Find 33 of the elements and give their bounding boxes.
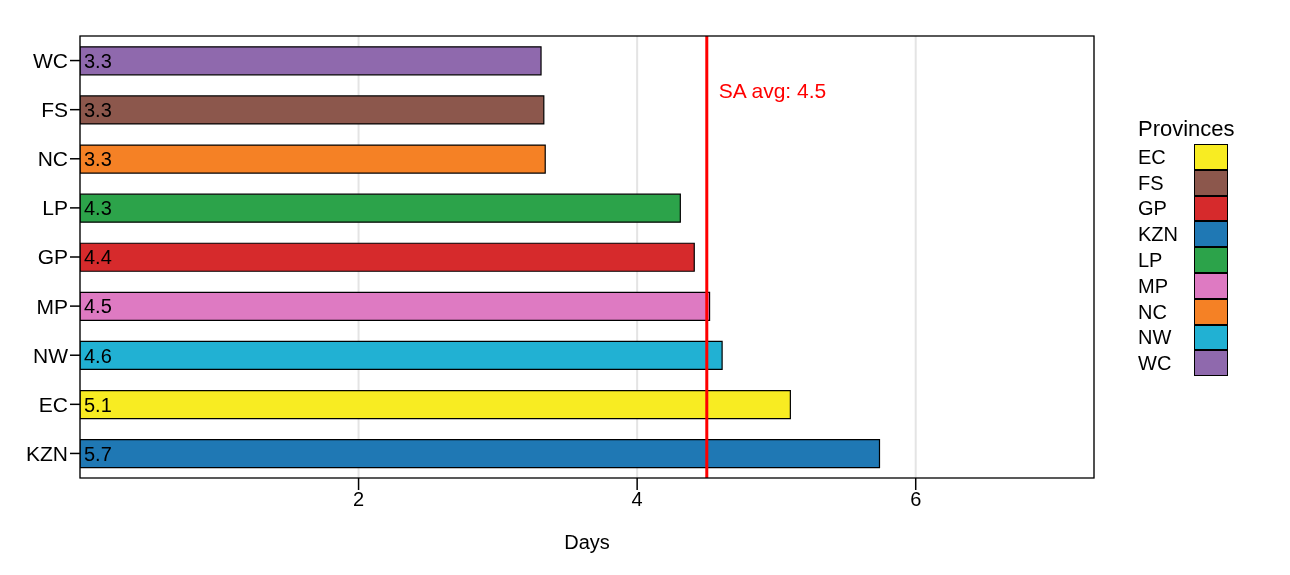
x-tick-label: 4	[631, 488, 643, 511]
legend-title: Provinces	[1138, 116, 1236, 142]
legend-label: LP	[1138, 249, 1164, 272]
data-label: 3.3	[84, 99, 112, 122]
legend-label: NW	[1138, 326, 1173, 349]
legend-label: NC	[1138, 300, 1168, 323]
data-label: 3.3	[84, 49, 112, 72]
legend-label: FS	[1138, 171, 1165, 194]
y-tick-label: WC	[33, 49, 68, 73]
x-tick-label: 2	[353, 488, 365, 511]
legend-label: EC	[1138, 145, 1167, 168]
y-tick-label: KZN	[26, 441, 68, 465]
y-tick-label: LP	[42, 196, 68, 220]
y-tick-label: GP	[37, 245, 68, 269]
x-axis-title: Days	[564, 531, 610, 553]
data-label: 4.3	[84, 197, 112, 220]
data-label: 4.6	[84, 344, 112, 367]
y-tick-label: NW	[33, 343, 69, 367]
y-tick-label: EC	[38, 392, 68, 416]
data-label: 4.4	[84, 246, 112, 269]
x-tick-label: 6	[910, 488, 922, 511]
data-label: 5.7	[84, 442, 112, 465]
data-label: 5.1	[84, 393, 112, 416]
legend-label: WC	[1138, 352, 1173, 375]
data-label: 3.3	[84, 148, 112, 171]
ref-line-label: SA avg: 4.5	[718, 79, 827, 102]
y-tick-label: FS	[41, 98, 68, 122]
data-label: 4.5	[84, 295, 112, 318]
legend-label: MP	[1138, 274, 1169, 297]
legend-label: KZN	[1138, 223, 1179, 246]
legend-label: GP	[1138, 197, 1168, 220]
y-tick-label: NC	[37, 147, 68, 171]
y-tick-label: MP	[36, 294, 68, 318]
